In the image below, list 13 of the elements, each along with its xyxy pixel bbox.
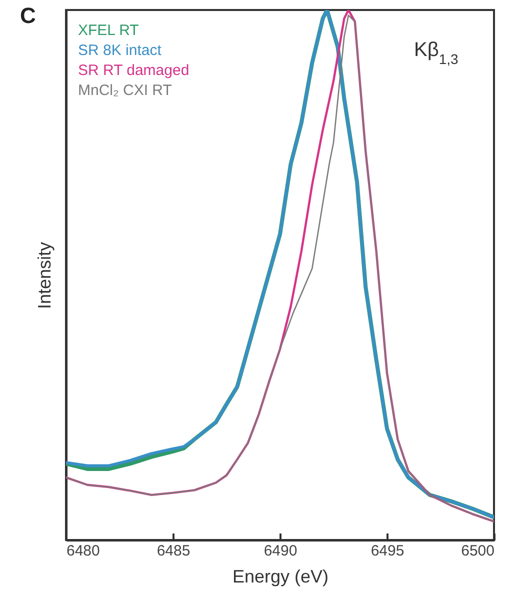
text: XFEL RT xyxy=(78,22,139,39)
y-axis-title: Intensity xyxy=(34,242,54,310)
x-tick-label: 6490 xyxy=(264,542,298,560)
text: C xyxy=(20,3,36,28)
x-tick-label: 6485 xyxy=(156,542,190,560)
text: SR 8K intact xyxy=(78,42,162,59)
text: SR RT damaged xyxy=(78,62,190,79)
annotation: Kβ$_{1,3}$ xyxy=(414,39,459,67)
x-tick-label: 6495 xyxy=(370,542,404,560)
text: MnCl₂ CXI RT xyxy=(78,82,172,99)
x-tick-label: 6500 xyxy=(461,542,494,560)
x-axis-title: Energy (eV) xyxy=(232,566,329,586)
x-tick-label: 6480 xyxy=(66,542,100,560)
